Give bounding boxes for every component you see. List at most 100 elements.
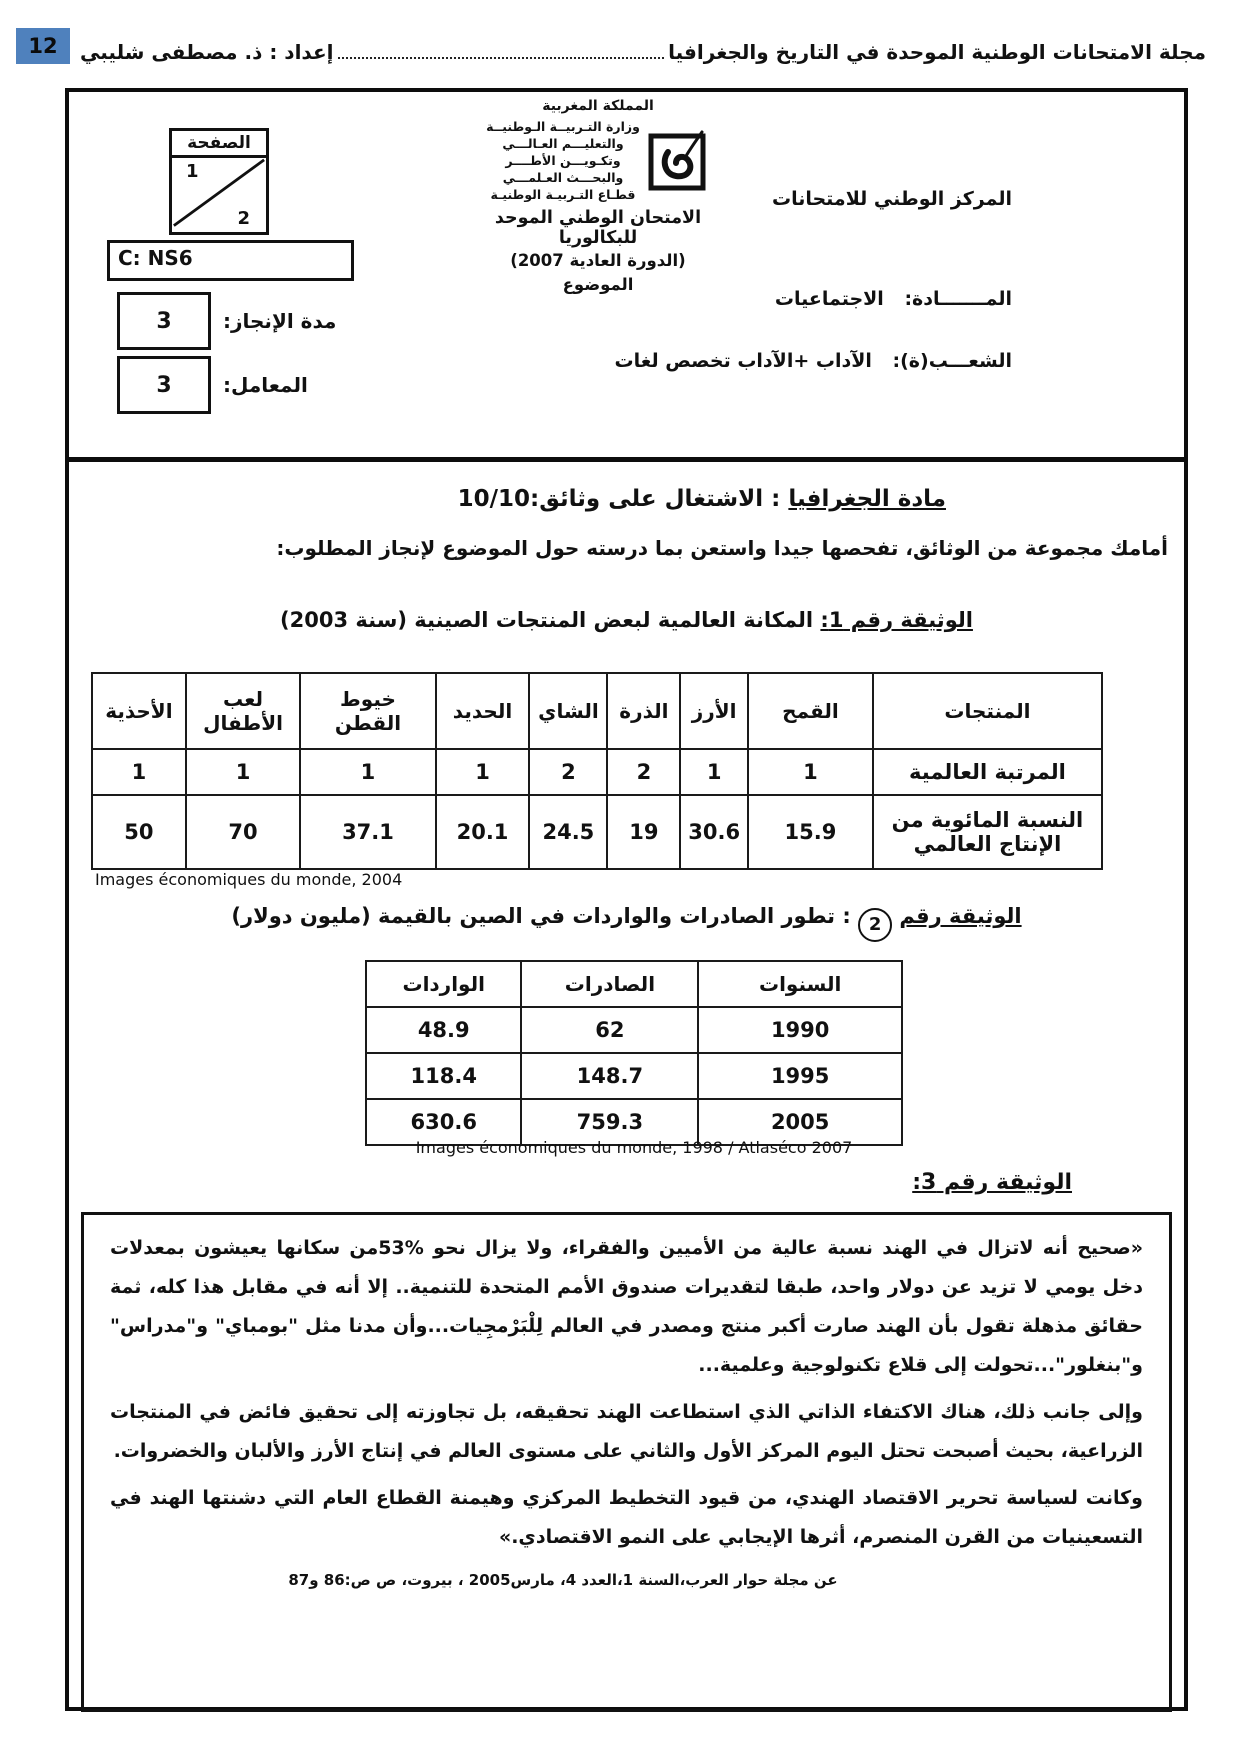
exam-title: الامتحان الوطني الموحد للبكالوريا [494,208,702,249]
doc1-title: المكانة العالمية لبعض المنتجات الصينية (… [280,608,821,632]
coefficient-row: 3 المعامل: [117,356,308,414]
doc3-textbox: «صحيح أنه لاتزال في الهند نسبة عالية من … [81,1212,1172,1712]
ministry-name: وزارة التـربيــة الـوطنيــة والتعليـــم … [486,119,640,203]
table-header-cell: الواردات [364,960,523,1008]
exam-center-name: المركز الوطني للامتحانات [771,188,1012,210]
prepared-by: إعداد : ذ. مصطفى شليبي [80,40,334,64]
subject-row: المـــــــادة: الاجتماعيات [615,288,1012,310]
doc2-table-header-row: السنوات الصادرات الواردات [364,960,903,1008]
ministry-line: وزارة التـربيــة الـوطنيــة [486,119,640,134]
row-label-cell: النسبة المائوية من الإنتاج العالمي [871,794,1104,870]
magazine-header-line: مجلة الامتحانات الوطنية الموحدة في التار… [80,40,1206,64]
subject-value: الاجتماعيات [774,288,884,310]
table-cell: 37.1 [299,794,437,870]
magazine-header: 12 مجلة الامتحانات الوطنية الموحدة في ال… [16,22,1206,64]
ministry-line: وتكـويـــن الأطــــر [505,152,621,168]
table-header-cell: الأحذية [91,672,187,750]
table-header-cell: الحديد [434,672,531,750]
table-cell: 759.3 [520,1098,700,1146]
duration-value-box: 3 [117,292,211,350]
ministry-block: المملكة المغربية وزارة التـربيــة الـوطن… [455,98,741,294]
table-cell: 1995 [697,1052,903,1100]
table-cell: 30.6 [679,794,749,870]
table-cell: 1 [184,748,302,796]
doc1-heading: الوثيقة رقم 1: المكانة العالمية لبعض الم… [69,608,1184,632]
doc1-rank-row: المرتبة العالمية 1 1 2 2 1 1 1 1 [91,748,1104,796]
table-header-cell: الأرز [679,672,749,750]
table-cell: 15.9 [747,794,874,870]
page-fraction: 1 2 [169,158,269,235]
table-cell: 24.5 [528,794,609,870]
exam-meta-column: المركز الوطني للامتحانات المـــــــادة: … [615,188,1012,372]
table-header-cell: الشاي [528,672,609,750]
subject-label: المـــــــادة: [904,288,1012,310]
geography-title-rest: : الاشتغال على وثائق:10/10 [457,486,789,512]
table-cell: 20.1 [434,794,531,870]
ministry-row: وزارة التـربيــة الـوطنيــة والتعليـــم … [455,119,741,203]
exam-header-section: الصفحة 1 2 C: NS6 3 مدة الإنجاز: 3 المعا… [69,92,1184,462]
table-cell: 50 [91,794,187,870]
diagonal-line [173,158,265,227]
page-box: الصفحة 1 2 [169,128,269,235]
table-cell: 2 [528,748,609,796]
page-number-current: 1 [186,161,199,182]
instruction-text: أمامك مجموعة من الوثائق، تفحصها جيدا واس… [276,536,1168,560]
table-row: 1990 62 48.9 [364,1006,903,1054]
sheet-type: الموضوع [562,275,634,295]
geography-title-underlined: مادة الجغرافيا [788,486,946,512]
branch-value: الآداب +الآداب تخصص لغات [614,350,872,372]
doc2-source: Images économiques du monde, 1998 / Atla… [415,1138,853,1157]
duration-label: مدة الإنجاز: [223,309,337,333]
page-box-label: الصفحة [169,128,269,158]
table-header-cell: خيوط القطن [299,672,437,750]
table-header-cell: القمح [747,672,874,750]
table-cell: 1 [747,748,874,796]
table-cell: 148.7 [520,1052,700,1100]
table-cell: 62 [520,1006,700,1054]
exam-session: (الدورة العادية 2007) [510,251,686,271]
table-cell: 118.4 [364,1052,523,1100]
doc1-source: Images économiques du monde, 2004 [95,870,403,889]
doc3-source: عن مجلة حوار العرب،السنة 1،العدد 4، مارس… [288,1570,838,1589]
table-row: 2005 759.3 630.6 [364,1098,903,1146]
table-cell: 1 [679,748,749,796]
dotted-leader [337,47,665,59]
doc2-table: السنوات الصادرات الواردات 1990 62 48.9 1… [364,960,903,1146]
exam-code-box: C: NS6 [107,240,354,281]
table-header-cell: لعب الأطفال [184,672,302,750]
table-header-cell: الذرة [606,672,682,750]
table-header-cell: الصادرات [520,960,700,1008]
doc3-paragraph: وكانت لسياسة تحرير الاقتصاد الهندي، من ق… [110,1486,1143,1548]
row-label-cell: المرتبة العالمية [871,748,1104,796]
table-header-cell: المنتجات [871,672,1104,750]
ministry-line: والتعليـــم العـالـــي [502,135,624,151]
doc3-heading: الوثيقة رقم 3: [912,1170,1072,1195]
issue-number-badge: 12 [16,28,70,64]
branch-label: الشعـــب(ة): [892,350,1012,372]
table-cell: 2 [606,748,682,796]
doc2-label: الوثيقة رقم [899,904,1022,928]
page-number-total: 2 [237,208,250,229]
coefficient-value-box: 3 [117,356,211,414]
doc2-title: : تطور الصادرات والواردات في الصين بالقي… [231,904,859,928]
table-header-cell: السنوات [697,960,903,1008]
duration-row: 3 مدة الإنجاز: [117,292,336,350]
kingdom-title: المملكة المغربية [542,98,654,114]
table-cell: 630.6 [364,1098,523,1146]
coefficient-label: المعامل: [223,373,308,397]
journal-title: مجلة الامتحانات الوطنية الموحدة في التار… [668,40,1206,64]
table-cell: 70 [184,794,302,870]
branch-row: الشعـــب(ة): الآداب +الآداب تخصص لغات [615,350,1012,372]
ministry-line: قطـاع التـربيـة الوطنيـة [490,186,636,202]
table-cell: 1 [299,748,437,796]
doc1-table: المنتجات القمح الأرز الذرة الشاي الحديد … [91,672,1104,870]
exam-page-frame: الصفحة 1 2 C: NS6 3 مدة الإنجاز: 3 المعا… [65,88,1188,1712]
table-cell: 48.9 [364,1006,523,1054]
doc1-share-row: النسبة المائوية من الإنتاج العالمي 15.9 … [91,794,1104,870]
doc3-paragraph: وإلى جانب ذلك، هناك الاكتفاء الذاتي الذي… [110,1400,1143,1462]
table-cell: 1 [434,748,531,796]
doc1-label: الوثيقة رقم 1: [820,608,973,632]
doc2-heading: الوثيقة رقم 2 : تطور الصادرات والواردات … [69,904,1184,942]
table-cell: 1 [91,748,187,796]
geography-section-title: مادة الجغرافيا : الاشتغال على وثائق:10/1… [458,486,946,512]
